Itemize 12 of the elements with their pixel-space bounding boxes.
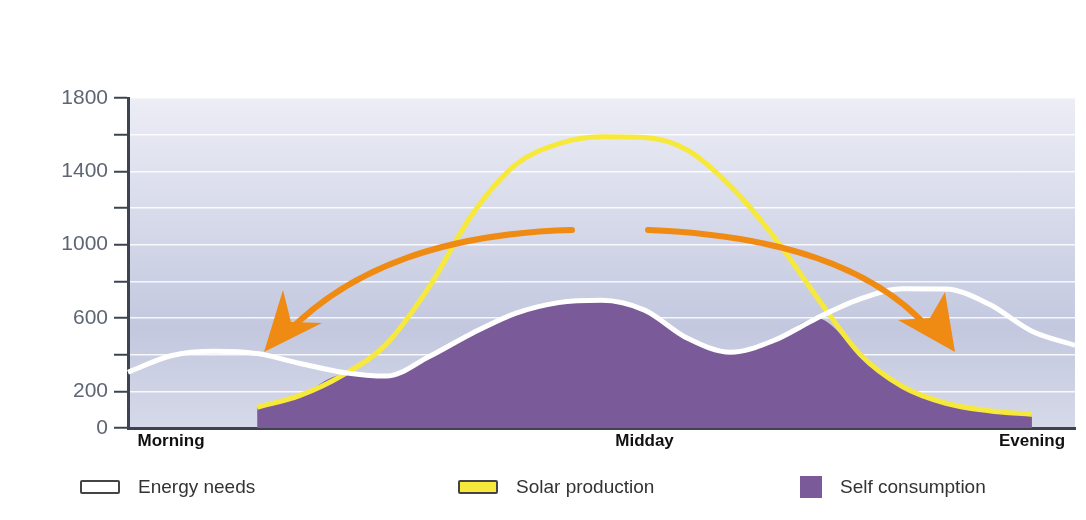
legend-label: Energy needs (138, 476, 256, 498)
y-tick-label: 1800 (61, 84, 108, 108)
y-tick-label: 200 (72, 378, 108, 402)
y-tick-label: 1400 (61, 158, 108, 182)
x-tick-label: Evening (998, 430, 1066, 450)
x-tick-label: Morning (137, 430, 205, 450)
y-tick-label: 1000 (61, 231, 108, 255)
y-tick-label: 0 (96, 414, 108, 438)
x-tick-label: Midday (615, 430, 675, 450)
y-tick-label: 600 (72, 304, 108, 328)
legend-label: Solar production (516, 476, 655, 498)
legend-label: Self consumption (840, 476, 986, 498)
